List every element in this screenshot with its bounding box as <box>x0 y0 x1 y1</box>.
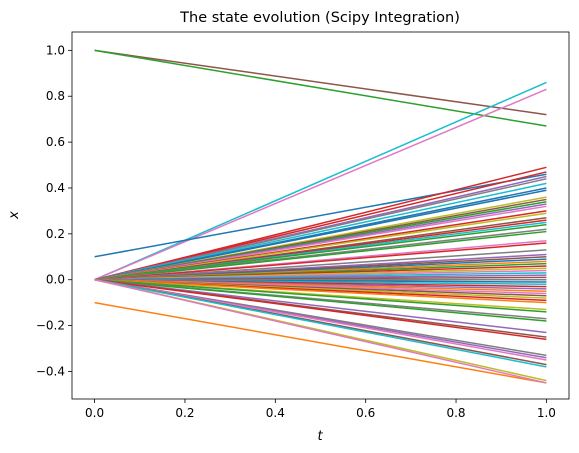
x-tick-label: 0.0 <box>85 406 104 420</box>
series-line-4 <box>94 173 547 258</box>
series-line-27 <box>94 242 547 281</box>
y-tick-label: 0.2 <box>46 227 65 241</box>
series-line-23 <box>94 223 547 281</box>
series-line-1 <box>94 49 547 127</box>
series-line-3 <box>94 88 547 281</box>
series-layer <box>94 49 547 384</box>
series-line-57 <box>94 278 547 341</box>
y-tick-label: −0.2 <box>36 319 65 333</box>
y-tick-label: 0.8 <box>46 89 65 103</box>
y-tick-label: 0.0 <box>46 273 65 287</box>
x-tick-label: 1.0 <box>537 406 556 420</box>
series-line-17 <box>94 205 547 281</box>
series-line-64 <box>94 278 547 384</box>
y-tick-label: 0.4 <box>46 181 65 195</box>
y-axis: −0.4 −0.2 0.0 0.2 0.4 0.6 0.8 1.0 <box>36 43 72 378</box>
series-line-54 <box>94 278 547 322</box>
x-tick-label: 0.8 <box>446 406 465 420</box>
series-line-60 <box>94 278 547 361</box>
series-line-52 <box>94 278 547 313</box>
series-line-62 <box>94 278 547 368</box>
y-axis-label: x <box>7 211 22 220</box>
x-axis: 0.0 0.2 0.4 0.6 0.8 1.0 <box>85 399 556 420</box>
series-line-2 <box>94 81 547 281</box>
y-tick-label: 1.0 <box>46 43 65 57</box>
series-line-55 <box>94 278 547 334</box>
series-line-19 <box>94 212 547 281</box>
series-line-12 <box>94 189 547 281</box>
y-tick-label: 0.6 <box>46 135 65 149</box>
x-tick-label: 0.4 <box>266 406 285 420</box>
x-tick-label: 0.6 <box>356 406 375 420</box>
x-axis-label: t <box>317 429 323 444</box>
chart-title: The state evolution (Scipy Integration) <box>179 10 460 26</box>
y-tick-label: −0.4 <box>36 364 65 378</box>
series-line-5 <box>94 301 547 384</box>
series-line-0 <box>94 49 547 116</box>
plot-frame <box>71 31 570 400</box>
series-line-50 <box>94 278 547 304</box>
series-line-25 <box>94 230 547 281</box>
series-line-28 <box>94 249 547 281</box>
x-tick-label: 0.2 <box>175 406 194 420</box>
